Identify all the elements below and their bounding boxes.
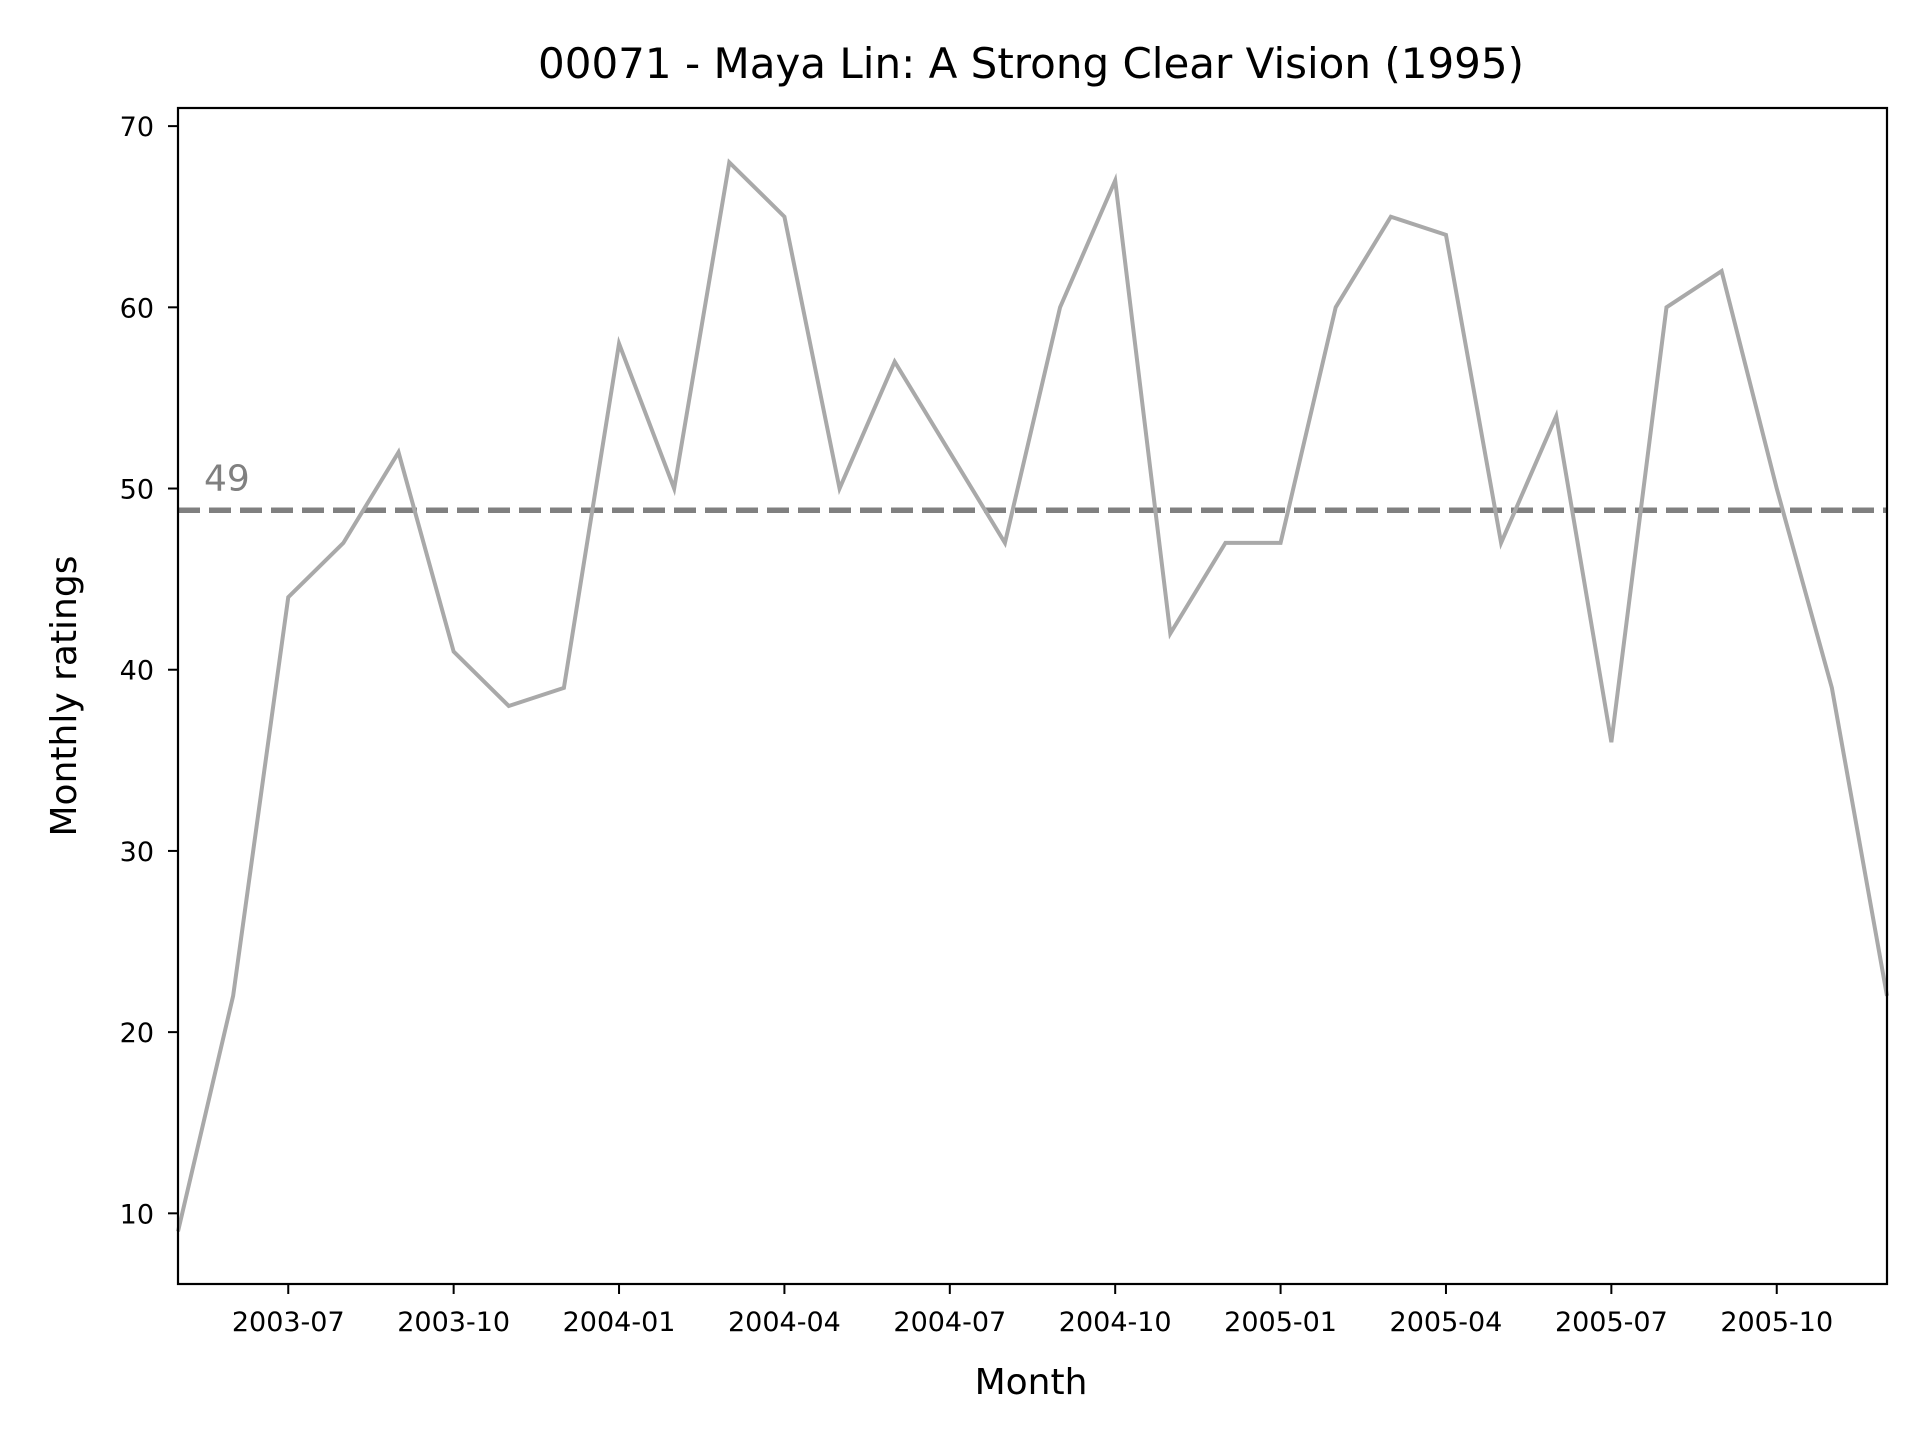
y-tick-label: 70: [120, 112, 154, 143]
y-axis-label: Monthly ratings: [44, 556, 85, 837]
x-tick-label: 2004-01: [563, 1307, 676, 1338]
y-tick-label: 40: [120, 656, 154, 687]
y-tick-label: 10: [120, 1199, 154, 1230]
plot-frame: [176, 106, 1889, 1286]
plot-area: 49: [176, 158, 1889, 1232]
x-tick-label: 2004-10: [1059, 1307, 1172, 1338]
y-tick-label: 20: [120, 1018, 154, 1049]
x-tick-label: 2005-04: [1390, 1307, 1503, 1338]
y-tick-label: 50: [120, 475, 154, 506]
x-axis: 2003-07 2003-10 2004-01 2004-04 2004-07 2004-…: [232, 1284, 1833, 1338]
x-axis-label: Month: [975, 1362, 1088, 1403]
x-tick-label: 2004-04: [728, 1307, 841, 1338]
x-tick-label: 2003-07: [232, 1307, 345, 1338]
chart-title: 00071 - Maya Lin: A Strong Clear Vision …: [538, 39, 1524, 88]
x-tick-label: 2005-10: [1720, 1307, 1833, 1338]
series-line-0: [176, 158, 1889, 1232]
mean-reference-label: 49: [204, 458, 250, 499]
x-tick-label: 2005-01: [1224, 1307, 1337, 1338]
x-tick-label: 2003-10: [397, 1307, 510, 1338]
y-axis: 10 20 30 40 50 60 70: [120, 112, 178, 1230]
y-tick-label: 60: [120, 293, 154, 324]
x-tick-label: 2004-07: [893, 1307, 1006, 1338]
y-tick-label: 30: [120, 837, 154, 868]
x-tick-label: 2005-07: [1555, 1307, 1668, 1338]
